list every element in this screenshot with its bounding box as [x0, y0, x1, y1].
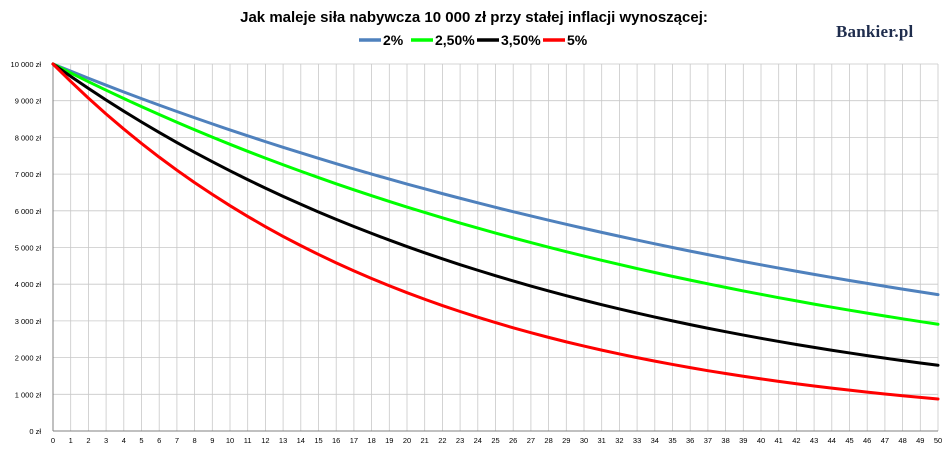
x-tick-label: 10 — [226, 436, 234, 445]
x-tick-label: 34 — [651, 436, 659, 445]
x-tick-label: 21 — [421, 436, 429, 445]
x-tick-label: 23 — [456, 436, 464, 445]
x-tick-label: 4 — [122, 436, 126, 445]
x-tick-label: 40 — [757, 436, 765, 445]
x-tick-label: 31 — [598, 436, 606, 445]
y-tick-label: 8 000 zł — [15, 133, 42, 142]
x-tick-label: 11 — [244, 436, 252, 445]
series-line-5- — [51, 62, 940, 401]
x-tick-label: 29 — [562, 436, 570, 445]
x-tick-label: 41 — [775, 436, 783, 445]
chart-title: Jak maleje siła nabywcza 10 000 zł przy … — [240, 9, 708, 26]
x-tick-label: 12 — [261, 436, 269, 445]
legend-label: 5% — [567, 32, 588, 48]
x-tick-label: 17 — [350, 436, 358, 445]
x-tick-label: 42 — [792, 436, 800, 445]
x-axis-ticks: 0 1 2 3 4 5 6 7 8 9 10 11 12 13 14 15 16 17 18 19 20 21 22 23 24… — [51, 436, 942, 445]
x-tick-label: 15 — [314, 436, 322, 445]
axes — [52, 64, 938, 432]
x-tick-label: 35 — [668, 436, 676, 445]
x-tick-label: 50 — [934, 436, 942, 445]
series-lines — [51, 62, 940, 401]
x-tick-label: 14 — [297, 436, 305, 445]
x-tick-label: 6 — [157, 436, 161, 445]
series-line-2- — [51, 62, 940, 297]
x-tick-label: 33 — [633, 436, 641, 445]
y-tick-label: 7 000 zł — [15, 170, 42, 179]
x-tick-label: 49 — [916, 436, 924, 445]
x-tick-label: 25 — [491, 436, 499, 445]
x-tick-label: 9 — [210, 436, 214, 445]
x-tick-label: 36 — [686, 436, 694, 445]
y-tick-label: 2 000 zł — [15, 354, 42, 363]
x-tick-label: 26 — [509, 436, 517, 445]
legend-label: 3,50% — [501, 32, 541, 48]
x-tick-label: 18 — [367, 436, 375, 445]
y-axis-ticks: 0 zł 1 000 zł 2 000 zł 3 000 zł 4 000 zł 5 00… — [11, 60, 42, 436]
y-tick-label: 6 000 zł — [15, 207, 42, 216]
x-tick-label: 19 — [385, 436, 393, 445]
x-tick-label: 37 — [704, 436, 712, 445]
x-tick-label: 45 — [845, 436, 853, 445]
x-tick-label: 32 — [615, 436, 623, 445]
x-tick-label: 30 — [580, 436, 588, 445]
legend: 2% 2,50% 3,50% 5% — [359, 32, 588, 48]
x-tick-label: 5 — [139, 436, 143, 445]
legend-label: 2% — [383, 32, 404, 48]
y-tick-label: 3 000 zł — [15, 317, 42, 326]
y-tick-label: 4 000 zł — [15, 280, 42, 289]
x-tick-label: 13 — [279, 436, 287, 445]
x-tick-label: 44 — [828, 436, 836, 445]
x-tick-label: 43 — [810, 436, 818, 445]
x-tick-label: 20 — [403, 436, 411, 445]
x-tick-label: 27 — [527, 436, 535, 445]
y-tick-label: 1 000 zł — [15, 390, 42, 399]
x-tick-label: 39 — [739, 436, 747, 445]
x-tick-label: 46 — [863, 436, 871, 445]
series-line-2-50- — [51, 62, 940, 326]
x-tick-label: 22 — [438, 436, 446, 445]
x-tick-label: 2 — [86, 436, 90, 445]
x-tick-label: 28 — [544, 436, 552, 445]
x-tick-label: 38 — [721, 436, 729, 445]
legend-label: 2,50% — [435, 32, 475, 48]
x-tick-label: 47 — [881, 436, 889, 445]
series-line-3-50- — [51, 62, 940, 367]
x-tick-label: 7 — [175, 436, 179, 445]
x-tick-label: 0 — [51, 436, 55, 445]
y-tick-label: 5 000 zł — [15, 244, 42, 253]
x-tick-label: 16 — [332, 436, 340, 445]
x-tick-label: 3 — [104, 436, 108, 445]
y-tick-label: 10 000 zł — [11, 60, 42, 69]
x-tick-label: 8 — [193, 436, 197, 445]
x-tick-label: 1 — [69, 436, 73, 445]
y-tick-label: 9 000 zł — [15, 97, 42, 106]
brand-logo: Bankier.pl — [836, 22, 914, 41]
x-tick-label: 24 — [474, 436, 482, 445]
y-tick-label: 0 zł — [29, 427, 41, 436]
x-tick-label: 48 — [898, 436, 906, 445]
grid — [52, 63, 939, 432]
